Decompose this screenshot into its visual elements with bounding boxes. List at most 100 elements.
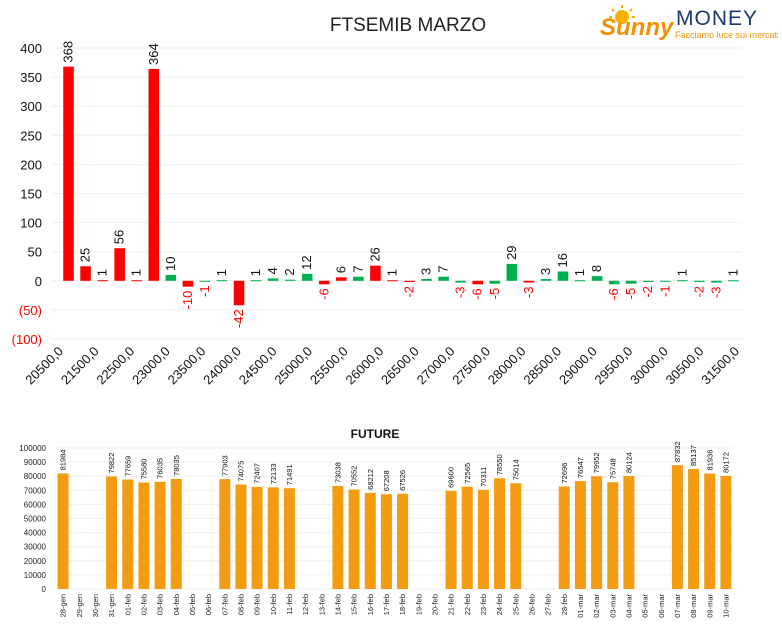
bar (506, 263, 518, 281)
bar (284, 279, 296, 281)
x-axis-ticks: 28-gen 29-gen 30-gen 31-gen 01-feb 02-feb 03-f… (59, 594, 731, 618)
x-tick-label: 04-feb (172, 594, 181, 615)
bar (148, 68, 160, 281)
x-tick-label: 09-mar (705, 594, 714, 618)
bar (659, 280, 671, 282)
data-label: -2 (402, 286, 417, 298)
data-label: -6 (606, 288, 621, 300)
x-tick-label: 13-feb (317, 594, 326, 615)
bar (397, 493, 409, 589)
data-label: 73038 (333, 462, 342, 483)
data-label: 77659 (123, 456, 132, 477)
x-tick-label: 10-mar (721, 594, 730, 618)
bar (445, 490, 457, 589)
data-label: 7 (350, 265, 365, 272)
bar (267, 487, 279, 589)
x-tick-label: 05-mar (641, 594, 650, 618)
data-label: -6 (316, 288, 331, 300)
bar (540, 279, 552, 281)
bar (404, 280, 415, 282)
ftsemib-chart: FTSEMIB MARZO (100) (50) 0 50 100 150 200 250 30… (12, 15, 742, 387)
x-tick-label: 19-feb (414, 594, 423, 615)
x-tick-label: 25-feb (511, 594, 520, 615)
bar (233, 280, 245, 306)
x-tick-label: 27000,0 (414, 344, 458, 388)
x-tick-label: 02-mar (592, 594, 601, 618)
x-tick-label: 28-feb (560, 594, 569, 615)
data-label: 67526 (398, 470, 407, 491)
bar (477, 489, 489, 589)
data-label: -5 (623, 288, 638, 300)
data-label: -6 (470, 288, 485, 300)
data-label: 76547 (576, 457, 585, 478)
chart-title: FTSEMIB MARZO (330, 15, 486, 36)
x-tick-label: 02-feb (139, 594, 148, 615)
x-tick-label: 24-feb (495, 594, 504, 615)
bar (671, 465, 683, 589)
y-tick-label: (100) (12, 332, 42, 347)
bar (711, 280, 722, 283)
bar (106, 476, 118, 589)
data-label: 72565 (463, 463, 472, 484)
bar (283, 488, 295, 589)
y-tick-label: 30000 (24, 543, 47, 552)
data-label: 68212 (366, 469, 375, 490)
x-tick-label: 23-feb (479, 594, 488, 615)
x-tick-label: 21500,0 (58, 344, 102, 388)
x-tick-label: 18-feb (398, 594, 407, 615)
data-label: -10 (180, 291, 195, 310)
data-label: 7 (436, 265, 451, 272)
y-tick-label: 150 (20, 187, 42, 202)
y-tick-label: 250 (20, 128, 42, 143)
bar (677, 280, 688, 282)
x-tick-label: 07-mar (673, 594, 682, 618)
y-tick-label: 100000 (19, 444, 46, 453)
bar (122, 479, 134, 589)
y-tick-label: 0 (42, 585, 47, 594)
bar (154, 481, 166, 589)
data-label: 1 (129, 269, 144, 276)
data-label: 25 (78, 248, 93, 262)
data-label: 1 (572, 269, 587, 276)
bar (623, 476, 635, 589)
bar (688, 468, 700, 589)
data-label: -42 (231, 309, 246, 328)
data-labels: 81984 79822 77659 75580 76035 78035 77903 74075… (59, 441, 731, 491)
bars (63, 66, 739, 306)
bar (332, 486, 344, 589)
bar (80, 266, 91, 281)
data-label: 70552 (350, 466, 359, 487)
bar (138, 482, 150, 589)
bar (494, 478, 506, 589)
data-label: 78035 (172, 455, 181, 476)
data-label: -3 (708, 287, 723, 299)
data-label: 1 (384, 269, 399, 276)
y-axis-ticks: 0 10000 20000 30000 40000 50000 60000 70000 8000… (19, 444, 46, 594)
y-tick-label: 50000 (24, 515, 47, 524)
bar (642, 280, 654, 282)
data-label: 69600 (447, 467, 456, 488)
y-grid (55, 447, 734, 590)
y-axis-ticks: (100) (50) 0 50 100 150 200 250 300 350 400 (12, 41, 42, 347)
bar (387, 280, 398, 282)
data-label: 80124 (624, 452, 633, 473)
data-label: 71491 (285, 464, 294, 485)
bar (607, 482, 619, 589)
bar (591, 276, 603, 281)
bar (216, 280, 228, 282)
data-label: 72407 (253, 463, 262, 484)
bar (694, 280, 705, 282)
data-label: 74075 (236, 461, 245, 482)
x-tick-label: 09-feb (253, 594, 262, 615)
data-label: 81984 (59, 450, 68, 471)
bar (455, 280, 466, 283)
data-label: 75580 (139, 459, 148, 480)
data-label: 1 (674, 269, 689, 276)
x-tick-label: 27-feb (544, 594, 553, 615)
data-label: 85137 (689, 445, 698, 466)
bar (63, 66, 74, 281)
data-label: 16 (555, 253, 570, 267)
x-tick-label: 29500,0 (592, 344, 636, 388)
x-tick-label: 26500,0 (378, 344, 422, 388)
